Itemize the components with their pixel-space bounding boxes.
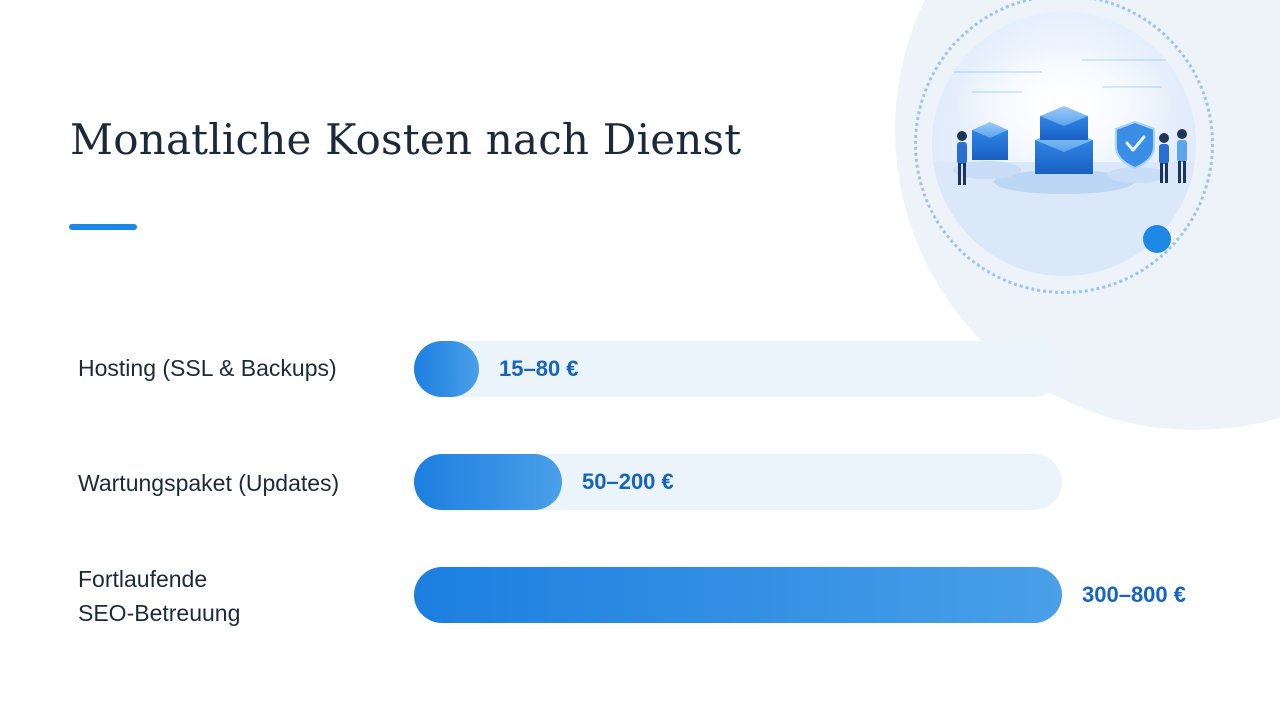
bar [414,341,479,397]
value-label: 15–80 € [499,356,579,381]
value-label: 50–200 € [582,469,674,494]
slide-title: Monatliche Kosten nach Dienst [70,115,742,164]
title-underline [69,224,137,230]
category-label: Fortlaufende SEO-Betreuung [78,566,241,626]
bar [414,454,562,510]
bar-track [414,341,1062,397]
server-security-illustration [932,12,1196,276]
dotted-ring [914,0,1214,294]
category-label: Wartungspaket (Updates) [78,470,340,496]
bar [414,567,1062,623]
accent-dot [1143,225,1171,253]
category-label: Hosting (SSL & Backups) [78,355,337,381]
value-label: 300–800 € [1082,582,1186,607]
